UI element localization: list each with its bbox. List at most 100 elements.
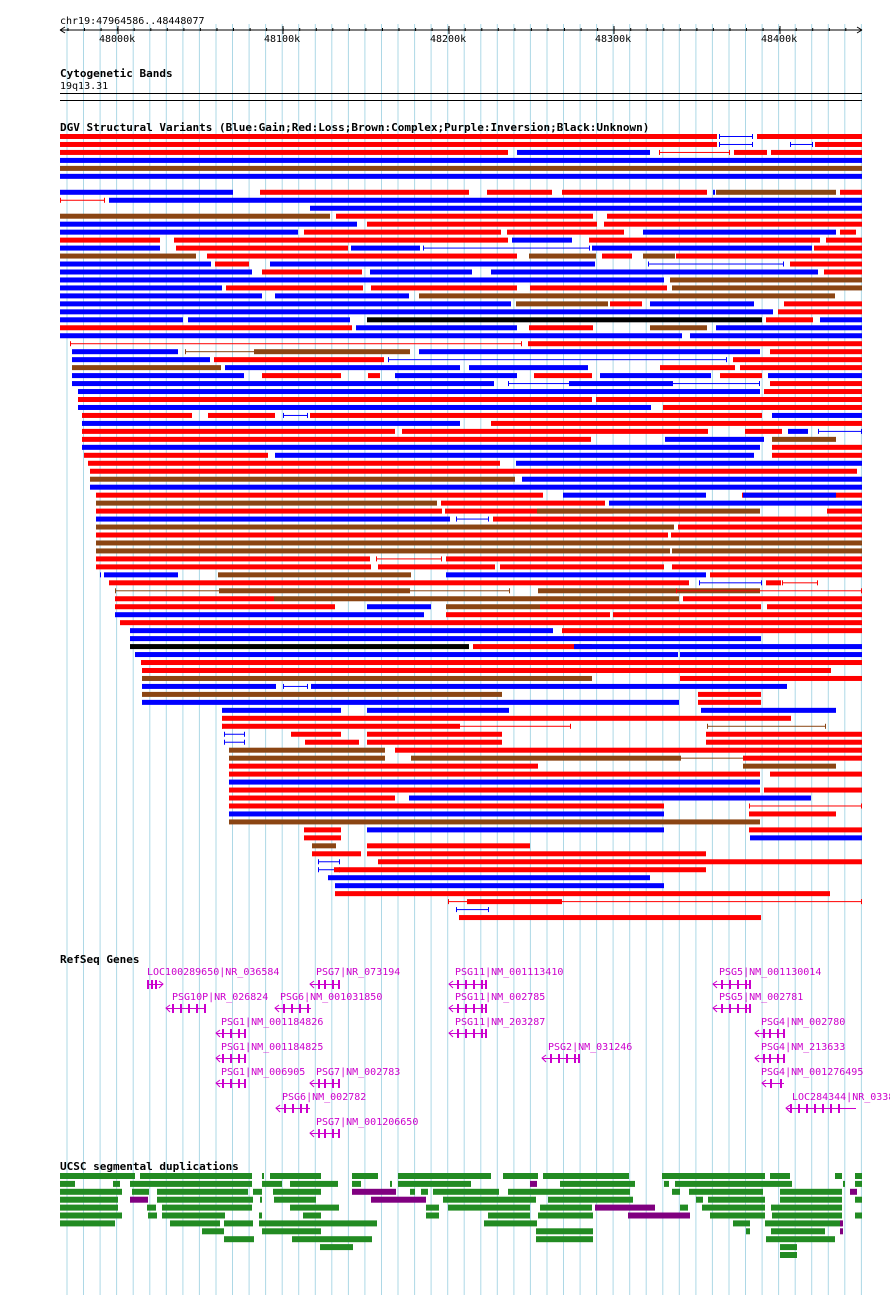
track-title-refseq[interactable]: RefSeq Genes	[60, 953, 140, 966]
gene-exon	[769, 1029, 771, 1038]
gene-label[interactable]: LOC284344|NR_0338	[792, 1092, 890, 1103]
sv-bar	[60, 245, 160, 251]
sv-bar	[764, 389, 862, 395]
sv-bar	[96, 540, 862, 546]
segdup-block	[130, 1196, 148, 1203]
ruler-arrow	[856, 26, 863, 31]
gene-label[interactable]: PSG1|NM_001184825	[221, 1042, 324, 1053]
track-title-cytoband[interactable]: Cytogenetic Bands	[60, 67, 173, 80]
sv-bar	[229, 755, 385, 761]
sv-bar	[60, 285, 222, 291]
gene-label[interactable]: PSG10P|NR_026824	[172, 992, 269, 1003]
cytoband-label: 19q13.31	[60, 81, 109, 92]
sv-link	[790, 143, 813, 145]
gene-arrow	[309, 1129, 315, 1138]
gene-exon	[151, 980, 153, 989]
sv-bar	[336, 213, 593, 219]
track-title-segdup[interactable]: UCSC segmental duplications	[60, 1160, 239, 1173]
segdup-block	[780, 1252, 797, 1258]
sv-bar	[130, 636, 761, 642]
sv-end	[569, 381, 570, 387]
gene-label[interactable]: PSG5|NM_002781	[719, 992, 804, 1003]
gene-exon	[230, 1079, 232, 1088]
segdup-block	[662, 1173, 765, 1179]
sv-bar	[367, 739, 502, 745]
ruler-arrow	[59, 26, 66, 31]
segdup-block	[170, 1220, 220, 1227]
segdup-block	[840, 1228, 843, 1235]
sv-link	[376, 558, 442, 560]
sv-bar	[90, 476, 515, 482]
sv-bar	[96, 508, 442, 514]
sv-bar	[528, 341, 862, 347]
gene-exon	[457, 1004, 459, 1013]
ruler-tick: 48100k	[264, 34, 301, 45]
gene-label[interactable]: PSG4|NM_002780	[761, 1017, 846, 1028]
segdup-block	[224, 1220, 253, 1227]
gene-label[interactable]: PSG11|NM_001113410	[455, 967, 564, 978]
segdup-block	[746, 1228, 750, 1235]
sv-bar	[60, 253, 196, 259]
sv-bar	[90, 468, 857, 474]
sv-bar	[370, 269, 472, 275]
gene-arrow	[158, 980, 164, 989]
gene-label[interactable]: PSG4|NM_213633	[761, 1042, 846, 1053]
gene-exon	[473, 980, 475, 989]
sv-bar	[570, 381, 672, 387]
sv-bar	[643, 253, 675, 259]
sv-link	[70, 343, 522, 345]
gene-label[interactable]: PSG7|NM_001206650	[316, 1117, 419, 1128]
sv-end	[307, 683, 308, 689]
gene-exon	[292, 1104, 294, 1113]
gene-arrow	[712, 1004, 718, 1013]
gene-exon	[465, 1029, 467, 1038]
gene-label[interactable]: PSG1|NM_006905	[221, 1067, 306, 1078]
sv-end	[719, 141, 720, 147]
segdup-block	[540, 1204, 592, 1211]
gene-exon	[822, 1104, 824, 1113]
sv-bar	[650, 325, 707, 331]
gene-exon	[777, 1029, 779, 1038]
gene-label[interactable]: PSG5|NM_001130014	[719, 967, 822, 978]
sv-bar	[680, 652, 862, 658]
gene-label[interactable]: PSG4|NM_001276495	[761, 1067, 864, 1078]
sv-bar	[500, 564, 664, 570]
gene-label[interactable]: PSG1|NM_001184826	[221, 1017, 324, 1028]
sv-bar	[82, 420, 460, 426]
sv-bar	[446, 604, 540, 610]
gene-label[interactable]: LOC100289650|NR_036584	[147, 967, 280, 978]
track-title-dgv[interactable]: DGV Structural Variants (Blue:Gain;Red:L…	[60, 121, 650, 134]
sv-bar	[743, 492, 836, 498]
sv-bar	[82, 428, 395, 434]
gene-exon	[238, 1079, 240, 1088]
gene-exon	[307, 1004, 309, 1013]
sv-bar	[602, 253, 632, 259]
sv-link	[448, 901, 862, 903]
gene-label[interactable]: PSG7|NR_073194	[316, 967, 401, 978]
sv-bar	[304, 827, 341, 833]
gene-label[interactable]: PSG11|NM_002785	[455, 992, 546, 1003]
gene-exon	[737, 980, 739, 989]
gene-exon	[749, 1004, 751, 1013]
gene-label[interactable]: PSG6|NM_001031850	[280, 992, 383, 1003]
gene-label[interactable]: PSG2|NM_031246	[548, 1042, 633, 1053]
gene-exon	[814, 1104, 816, 1113]
sv-bar	[367, 851, 706, 857]
gene-exon	[473, 1004, 475, 1013]
sv-bar	[706, 731, 862, 737]
sv-end	[185, 349, 186, 355]
gene-label[interactable]: PSG7|NM_002783	[316, 1067, 401, 1078]
gene-arrow	[448, 980, 454, 989]
gene-label[interactable]: PSG11|NM_203287	[455, 1017, 546, 1028]
sv-bar	[260, 189, 469, 195]
segdup-block	[855, 1173, 862, 1179]
gene-exon	[783, 1029, 785, 1038]
sv-end	[244, 731, 245, 737]
sv-end	[60, 197, 61, 203]
sv-bar	[716, 189, 836, 195]
gene-label[interactable]: PSG6|NM_002782	[282, 1092, 367, 1103]
sv-bar	[378, 859, 862, 865]
gene-exon	[318, 980, 320, 989]
gene-exon	[485, 1029, 487, 1038]
sv-end	[283, 412, 284, 418]
